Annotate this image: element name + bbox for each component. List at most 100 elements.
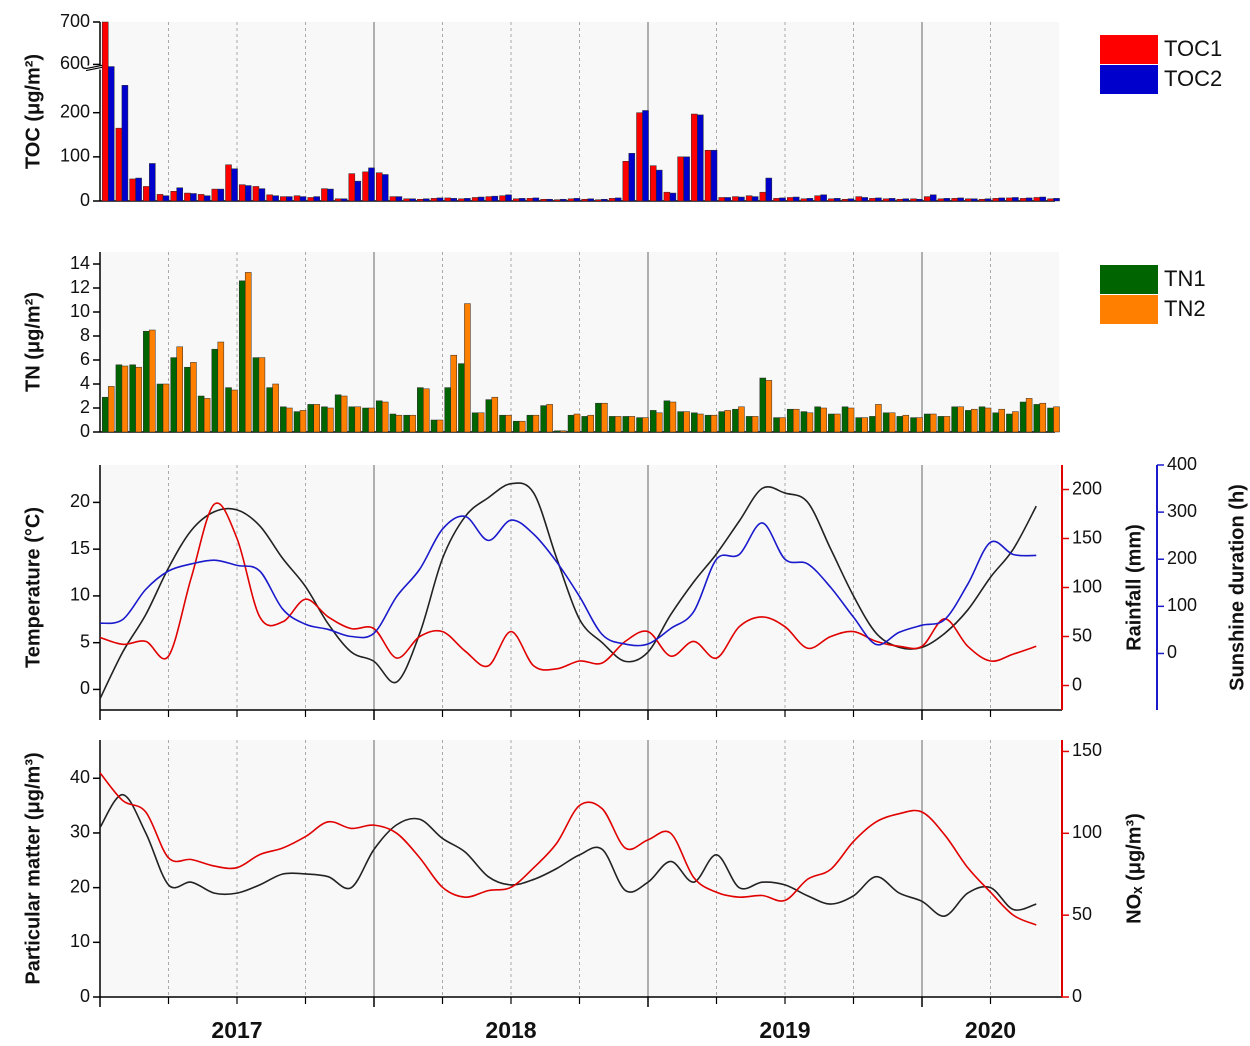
bar (143, 186, 150, 202)
y-tick-label: 12 (70, 277, 90, 297)
y-tick-label: 20 (70, 876, 90, 896)
bar (313, 404, 320, 433)
line (99, 793, 1037, 917)
bar (636, 112, 643, 202)
bar (792, 196, 800, 202)
bar (217, 188, 225, 202)
bar (820, 407, 827, 433)
bar (697, 114, 704, 202)
bar (861, 197, 868, 202)
bar (436, 197, 444, 202)
bar (217, 341, 225, 433)
bar (115, 364, 123, 433)
bar (417, 387, 424, 433)
bar (526, 198, 534, 202)
y-tick-label: 15 (70, 538, 90, 558)
x-tick-label: 2019 (759, 1017, 810, 1043)
bar (231, 389, 238, 433)
bar (765, 177, 773, 202)
y-axis-title: TOC (μg/m²) (22, 54, 44, 169)
bar (786, 197, 794, 202)
bar (896, 416, 904, 433)
y-tick-label: 40 (70, 767, 90, 787)
bar (875, 404, 882, 433)
bar (573, 413, 581, 433)
bar (992, 198, 999, 202)
bar (546, 404, 553, 433)
bar (307, 197, 314, 202)
bar (847, 198, 855, 202)
y-tick-label: 0 (80, 986, 90, 1006)
bar (937, 198, 945, 202)
y2-tick-label: 150 (1072, 527, 1102, 547)
bar (184, 192, 191, 202)
bar (779, 417, 786, 433)
bar (518, 420, 526, 433)
bar (697, 413, 704, 433)
bar (847, 407, 855, 433)
bar (745, 416, 753, 433)
bar (321, 406, 328, 433)
bar (732, 408, 739, 433)
bar (978, 406, 986, 433)
y-tick-label: 20 (70, 491, 90, 511)
bar (409, 198, 416, 202)
bar (1019, 198, 1027, 202)
bar (184, 366, 191, 433)
bar (992, 412, 999, 433)
bar (800, 411, 808, 433)
y2-tick-label: 100 (1072, 576, 1102, 596)
y2-tick-label: 100 (1072, 822, 1102, 842)
bar (587, 198, 594, 202)
bar (888, 412, 896, 433)
bar (190, 362, 197, 433)
legend-swatch (1100, 295, 1158, 324)
bar (978, 198, 986, 202)
bar (554, 199, 561, 202)
bar (916, 417, 923, 433)
bar (628, 153, 636, 202)
bar (683, 411, 690, 433)
bar (203, 398, 211, 433)
bar (423, 198, 430, 202)
bar (1033, 404, 1041, 433)
bar (299, 196, 307, 202)
bar (293, 195, 301, 202)
bar (581, 198, 588, 202)
bar (313, 196, 320, 202)
bar (841, 406, 849, 433)
bar (691, 113, 698, 202)
bar (1006, 197, 1013, 202)
y3-tick-label: 200 (1167, 548, 1197, 568)
y2-tick-label: 0 (1072, 986, 1082, 1006)
bar (121, 85, 129, 202)
bar (540, 198, 547, 202)
bar (1025, 197, 1033, 202)
bar (759, 377, 767, 433)
bar (272, 383, 279, 433)
bar (882, 412, 890, 433)
bar (135, 177, 142, 202)
bar (710, 414, 718, 433)
bar (587, 414, 594, 433)
bar (286, 196, 293, 202)
bar (738, 196, 745, 202)
bar (101, 21, 109, 202)
bar (176, 346, 183, 433)
y-tick-label: 700 (60, 11, 90, 31)
bar (937, 416, 945, 433)
bar (683, 156, 690, 202)
y-tick-label: 8 (80, 325, 90, 345)
y-tick-label: 0 (80, 190, 90, 210)
bar (595, 402, 602, 433)
bar (430, 198, 438, 202)
bar (252, 186, 260, 202)
bar (929, 194, 937, 202)
bar (608, 198, 616, 202)
bar (225, 164, 232, 202)
bar (554, 430, 561, 433)
bar (814, 195, 821, 202)
bar (923, 196, 931, 202)
legend-swatch (1100, 35, 1158, 64)
bar (779, 197, 786, 202)
